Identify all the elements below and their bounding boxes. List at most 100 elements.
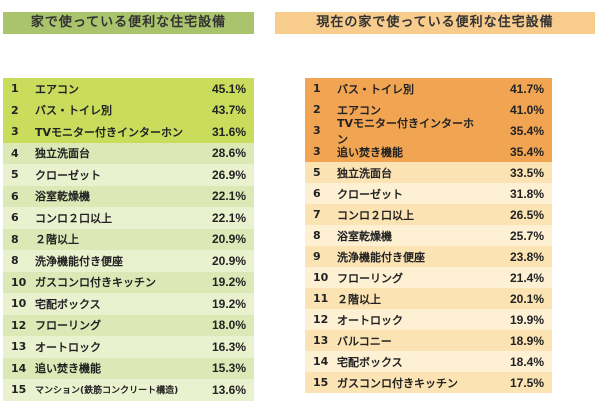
cell-rank: 6 [11, 189, 19, 203]
cell-pct: 41.7% [509, 81, 544, 96]
table-row: 13 バルコニー 18.9% [305, 330, 552, 351]
cell-name: 洗浄機能付き便座 [337, 250, 425, 264]
table-row: 15 マンション(鉄筋コンクリート構造) 13.6% [3, 379, 254, 401]
cell-name: 追い焚き機能 [337, 145, 403, 159]
cell-pct: 35.4% [509, 144, 544, 159]
cell-rank: 10 [11, 297, 27, 311]
cell-rank: 13 [11, 340, 27, 354]
cell-pct: 19.2% [211, 275, 246, 290]
cell-name: ２階以上 [337, 292, 381, 306]
table-row: 9 洗浄機能付き便座 23.8% [305, 246, 552, 267]
table-row: 8 洗浄機能付き便座 20.9% [3, 250, 254, 272]
table-row: 8 浴室乾燥機 25.7% [305, 225, 552, 246]
cell-name: TVモニター付きインターホン [35, 125, 184, 139]
cell-name: 独立洗面台 [337, 166, 392, 180]
table-row: 6 コンロ２口以上 22.1% [3, 207, 254, 229]
cell-rank: 3 [313, 145, 321, 158]
cell-name: 独立洗面台 [35, 147, 90, 161]
cell-pct: 28.6% [211, 146, 246, 161]
cell-pct: 18.9% [509, 333, 544, 348]
table-row: 5 独立洗面台 33.5% [305, 162, 552, 183]
cell-name: コンロ２口以上 [35, 211, 112, 225]
cell-name: バス・トイレ別 [35, 104, 112, 118]
table-row: 3 追い焚き機能 35.4% [305, 141, 552, 162]
cell-name: TVモニター付きインターホン [337, 116, 475, 146]
cell-pct: 25.7% [509, 228, 544, 243]
cell-rank: 14 [313, 355, 329, 368]
cell-rank: 1 [313, 82, 321, 95]
right-table-title: 現在の家で使っている便利な住宅設備 [275, 12, 595, 34]
cell-pct: 23.8% [509, 249, 544, 264]
cell-pct: 18.4% [509, 354, 544, 369]
cell-pct: 16.3% [211, 339, 246, 354]
table-row: 14 宅配ボックス 18.4% [305, 351, 552, 372]
table-row: 10 ガスコンロ付きキッチン 19.2% [3, 271, 254, 293]
cell-rank: 8 [313, 229, 321, 242]
cell-name: クローゼット [35, 168, 101, 182]
cell-name: ２階以上 [35, 233, 79, 247]
cell-pct: 33.5% [509, 165, 544, 180]
table-row: 8 ２階以上 20.9% [3, 228, 254, 250]
cell-pct: 21.4% [509, 270, 544, 285]
cell-rank: 10 [313, 271, 329, 284]
cell-rank: 10 [11, 275, 27, 289]
cell-name: ガスコンロ付きキッチン [35, 276, 156, 290]
cell-name: エアコン [337, 103, 381, 117]
cell-name: 追い焚き機能 [35, 362, 101, 376]
cell-pct: 13.6% [211, 382, 246, 397]
cell-pct: 17.5% [509, 375, 544, 390]
cell-pct: 20.9% [211, 253, 246, 268]
cell-name: フローリング [35, 319, 101, 333]
cell-rank: 2 [313, 103, 321, 116]
cell-rank: 2 [11, 103, 19, 117]
cell-rank: 11 [313, 292, 329, 305]
cell-rank: 6 [313, 187, 321, 200]
cell-name: エアコン [35, 82, 79, 96]
cell-rank: 4 [11, 146, 19, 160]
cell-rank: 1 [11, 82, 19, 96]
table-row: 12 オートロック 19.9% [305, 309, 552, 330]
table-row: 15 ガスコンロ付きキッチン 17.5% [305, 372, 552, 393]
cell-name: 宅配ボックス [337, 355, 403, 369]
cell-pct: 26.5% [509, 207, 544, 222]
cell-pct: 15.3% [211, 361, 246, 376]
cell-name: オートロック [337, 313, 403, 327]
cell-name: 浴室乾燥機 [337, 229, 392, 243]
cell-rank: 8 [11, 232, 19, 246]
table-row: 1 エアコン 45.1% [3, 78, 254, 100]
right-ranking-table: 1 バス・トイレ別 41.7% 2 エアコン 41.0% 3 TVモニター付きインターホン 35… [305, 78, 552, 393]
table-row: 1 バス・トイレ別 41.7% [305, 78, 552, 99]
cell-name: バルコニー [337, 334, 392, 348]
cell-name: 宅配ボックス [35, 297, 101, 311]
table-row: 13 オートロック 16.3% [3, 336, 254, 358]
cell-name: コンロ２口以上 [337, 208, 414, 222]
cell-pct: 45.1% [211, 81, 246, 96]
table-row: 2 エアコン 41.0% [305, 99, 552, 120]
cell-pct: 41.0% [509, 102, 544, 117]
table-row: 3 TVモニター付きインターホン 31.6% [3, 121, 254, 143]
table-row: 14 追い焚き機能 15.3% [3, 357, 254, 379]
cell-name: 浴室乾燥機 [35, 190, 90, 204]
cell-name: オートロック [35, 340, 101, 354]
cell-name: クローゼット [337, 187, 403, 201]
cell-name: バス・トイレ別 [337, 82, 414, 96]
cell-pct: 22.1% [211, 210, 246, 225]
cell-name: マンション(鉄筋コンクリート構造) [35, 386, 179, 397]
cell-rank: 5 [313, 166, 321, 179]
cell-name: ガスコンロ付きキッチン [337, 376, 458, 390]
cell-pct: 22.1% [211, 189, 246, 204]
cell-rank: 9 [313, 250, 321, 263]
cell-pct: 35.4% [509, 123, 544, 138]
cell-rank: 13 [313, 334, 329, 347]
cell-pct: 31.8% [509, 186, 544, 201]
table-row: 12 フローリング 18.0% [3, 314, 254, 336]
cell-rank: 14 [11, 361, 27, 375]
cell-pct: 20.1% [509, 291, 544, 306]
table-row: 5 クローゼット 26.9% [3, 164, 254, 186]
cell-pct: 26.9% [211, 167, 246, 182]
table-row: 11 ２階以上 20.1% [305, 288, 552, 309]
table-row: 10 フローリング 21.4% [305, 267, 552, 288]
cell-pct: 20.9% [211, 232, 246, 247]
cell-name: 洗浄機能付き便座 [35, 254, 123, 268]
cell-rank: 12 [313, 313, 329, 326]
